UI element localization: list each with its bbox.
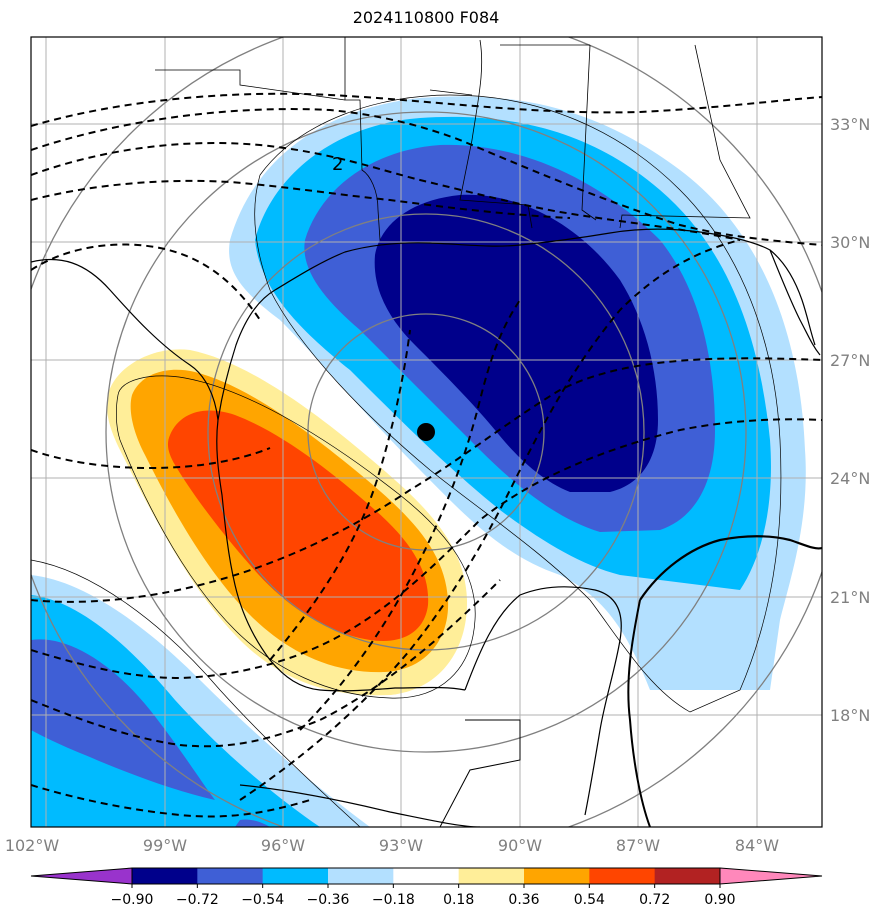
- longitude-labels: 102°W 99°W 96°W 93°W 90°W 87°W 84°W: [5, 836, 779, 855]
- colorbar-segment: [393, 868, 460, 884]
- colorbar-extend-left: [31, 868, 132, 884]
- shade-dark-blue-ne: [374, 194, 658, 493]
- lat-label: 30°N: [830, 233, 870, 252]
- lon-label: 84°W: [735, 836, 779, 855]
- shade-red-orange: [167, 410, 429, 641]
- colorbar-segment: [197, 868, 264, 884]
- colorbar-tick-label: −0.90: [111, 892, 154, 908]
- shade-mid-blue-sw: [31, 639, 215, 800]
- colorbar-ticks: −0.90 −0.72 −0.54 −0.36 −0.18 0.18 0.36 0.54 0.7…: [111, 884, 736, 908]
- state-borders: [155, 37, 751, 241]
- colorbar-segment: [132, 868, 198, 884]
- storm-center-marker: [417, 423, 435, 441]
- map-title: 2024110800 F084: [352, 8, 500, 27]
- colorbar-segments: [31, 868, 822, 884]
- lon-label: 102°W: [5, 836, 60, 855]
- colorbar-tick-label: 0.90: [704, 892, 735, 908]
- lat-label: 33°N: [830, 115, 870, 134]
- lon-label: 99°W: [143, 836, 187, 855]
- lon-label: 87°W: [616, 836, 660, 855]
- contour-label: 2: [332, 154, 343, 175]
- map-area: 2: [31, 37, 822, 827]
- lon-label: 96°W: [261, 836, 305, 855]
- colorbar-tick-label: 0.72: [639, 892, 670, 908]
- colorbar-segment: [589, 868, 656, 884]
- thin-contours: [31, 94, 782, 827]
- colorbar: −0.90 −0.72 −0.54 −0.36 −0.18 0.18 0.36 0.54 0.7…: [30, 867, 823, 908]
- colorbar-tick-label: −0.54: [241, 892, 284, 908]
- colorbar-tick-label: −0.36: [307, 892, 350, 908]
- lat-label: 21°N: [830, 588, 870, 607]
- colorbar-segment: [654, 868, 721, 884]
- coastlines-borders: [31, 228, 822, 827]
- dashed-contours: [31, 92, 822, 818]
- shade-cyan-sw: [31, 595, 320, 827]
- colorbar-tick-label: 0.36: [508, 892, 539, 908]
- lon-label: 93°W: [379, 836, 423, 855]
- lon-label: 90°W: [498, 836, 542, 855]
- map-frame: [30, 36, 823, 828]
- latitude-labels: 33°N 30°N 27°N 24°N 21°N 18°N: [830, 115, 870, 725]
- colorbar-tick-label: −0.72: [176, 892, 219, 908]
- lat-label: 27°N: [830, 351, 870, 370]
- colorbar-segment: [458, 868, 525, 884]
- colorbar-extend-right: [720, 868, 822, 884]
- graticule: [31, 37, 822, 827]
- colorbar-tick-label: −0.18: [372, 892, 415, 908]
- lat-label: 18°N: [830, 706, 870, 725]
- colorbar-segment: [328, 868, 394, 884]
- colorbar-tick-label: 0.54: [574, 892, 605, 908]
- colorbar-segment: [524, 868, 590, 884]
- colorbar-tick-label: 0.18: [443, 892, 474, 908]
- lat-label: 24°N: [830, 469, 870, 488]
- colorbar-segment: [262, 868, 329, 884]
- colorbar-outline-right: [719, 867, 823, 885]
- shade-mid-blue-sw-2: [235, 819, 270, 827]
